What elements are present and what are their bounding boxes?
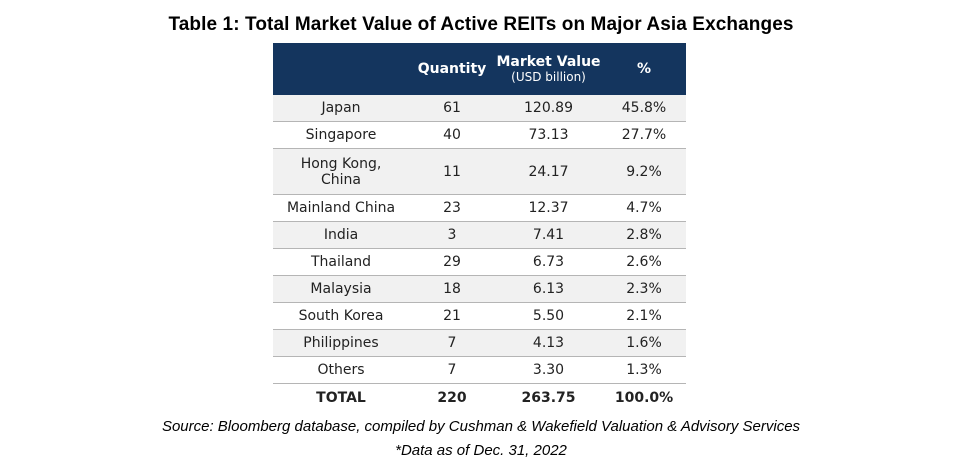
cell-quantity: 11: [409, 148, 495, 195]
cell-percent: 2.6%: [602, 248, 686, 276]
table-title: Table 1: Total Market Value of Active RE…: [168, 14, 794, 35]
cell-percent: 2.8%: [602, 221, 686, 249]
date-footnote: *Data as of Dec. 31, 2022: [395, 442, 567, 459]
cell-percent: 4.7%: [602, 194, 686, 222]
cell-country: Japan: [273, 95, 409, 122]
total-label: TOTAL: [273, 383, 409, 411]
reit-market-value-table: Quantity Market Value (USD billion) % Ja…: [273, 43, 686, 411]
cell-country: Thailand: [273, 248, 409, 276]
header-market-value-unit: (USD billion): [511, 70, 586, 84]
cell-quantity: 7: [409, 356, 495, 384]
header-country: [273, 43, 409, 95]
total-row: TOTAL 220 263.75 100.0%: [273, 383, 686, 411]
cell-country: India: [273, 221, 409, 249]
table-row: India 3 7.41 2.8%: [273, 221, 686, 249]
cell-quantity: 7: [409, 329, 495, 357]
cell-market-value: 7.41: [495, 221, 602, 249]
cell-market-value: 4.13: [495, 329, 602, 357]
source-note: Source: Bloomberg database, compiled by …: [161, 418, 801, 435]
cell-market-value: 73.13: [495, 121, 602, 149]
cell-quantity: 21: [409, 302, 495, 330]
cell-percent: 1.3%: [602, 356, 686, 384]
header-percent: %: [602, 43, 686, 95]
cell-percent: 27.7%: [602, 121, 686, 149]
cell-country: Others: [273, 356, 409, 384]
cell-quantity: 18: [409, 275, 495, 303]
table-row: Others 7 3.30 1.3%: [273, 356, 686, 384]
table-header: Quantity Market Value (USD billion) %: [273, 43, 686, 95]
table-row: South Korea 21 5.50 2.1%: [273, 302, 686, 330]
header-market-value: Market Value (USD billion): [495, 43, 602, 95]
total-market-value: 263.75: [495, 383, 602, 411]
cell-country: Mainland China: [273, 194, 409, 222]
cell-market-value: 12.37: [495, 194, 602, 222]
table-row: Thailand 29 6.73 2.6%: [273, 248, 686, 276]
table-row: Singapore 40 73.13 27.7%: [273, 121, 686, 149]
table-body: Japan 61 120.89 45.8% Singapore 40 73.13…: [273, 95, 686, 411]
header-quantity: Quantity: [409, 43, 495, 95]
table-row: Malaysia 18 6.13 2.3%: [273, 275, 686, 303]
cell-percent: 2.3%: [602, 275, 686, 303]
table-row: Hong Kong, China 11 24.17 9.2%: [273, 148, 686, 195]
cell-market-value: 3.30: [495, 356, 602, 384]
cell-percent: 2.1%: [602, 302, 686, 330]
table-row: Philippines 7 4.13 1.6%: [273, 329, 686, 357]
header-row: Quantity Market Value (USD billion) %: [273, 43, 686, 95]
cell-percent: 9.2%: [602, 148, 686, 195]
total-quantity: 220: [409, 383, 495, 411]
total-percent: 100.0%: [602, 383, 686, 411]
cell-country: Hong Kong, China: [273, 148, 409, 195]
cell-market-value: 6.73: [495, 248, 602, 276]
cell-market-value: 6.13: [495, 275, 602, 303]
cell-market-value: 24.17: [495, 148, 602, 195]
cell-country: Malaysia: [273, 275, 409, 303]
cell-quantity: 61: [409, 95, 495, 122]
cell-quantity: 29: [409, 248, 495, 276]
cell-country: South Korea: [273, 302, 409, 330]
cell-country: Philippines: [273, 329, 409, 357]
cell-country-text: Hong Kong, China: [300, 155, 382, 188]
cell-percent: 45.8%: [602, 95, 686, 122]
cell-quantity: 40: [409, 121, 495, 149]
cell-quantity: 23: [409, 194, 495, 222]
cell-country: Singapore: [273, 121, 409, 149]
cell-percent: 1.6%: [602, 329, 686, 357]
cell-market-value: 120.89: [495, 95, 602, 122]
header-market-value-label: Market Value: [496, 54, 601, 70]
cell-quantity: 3: [409, 221, 495, 249]
table-row: Japan 61 120.89 45.8%: [273, 95, 686, 122]
cell-market-value: 5.50: [495, 302, 602, 330]
table-row: Mainland China 23 12.37 4.7%: [273, 194, 686, 222]
